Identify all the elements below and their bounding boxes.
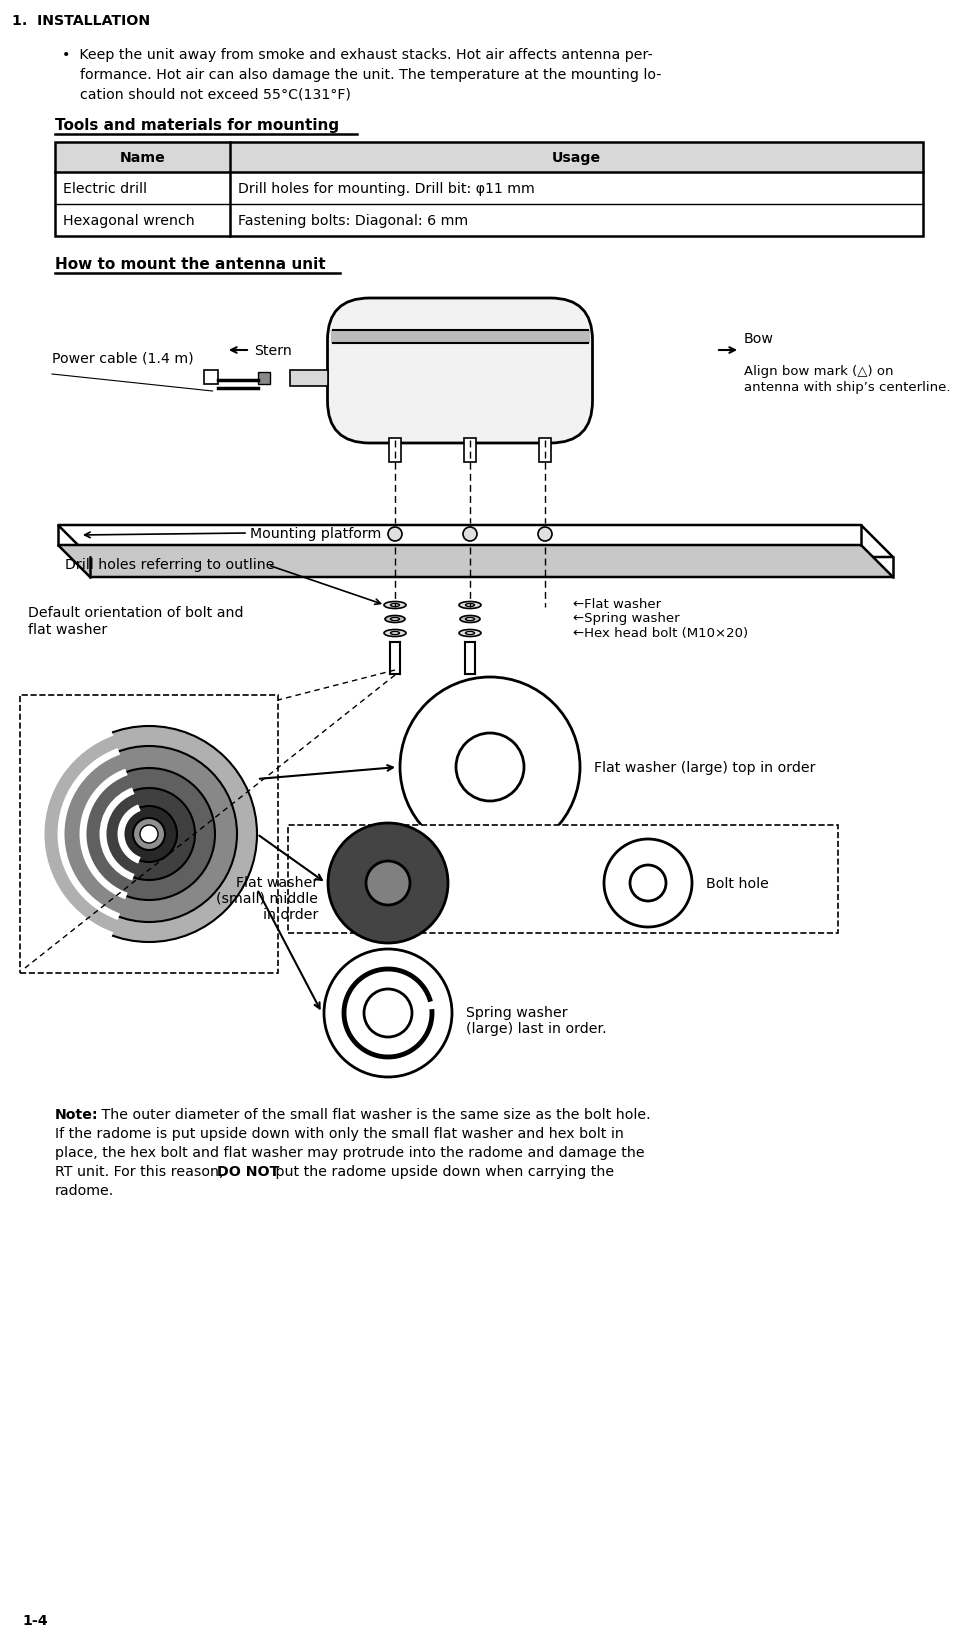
Text: place, the hex bolt and flat washer may protrude into the radome and damage the: place, the hex bolt and flat washer may … <box>55 1146 644 1159</box>
Circle shape <box>103 788 195 880</box>
Polygon shape <box>58 526 893 557</box>
Circle shape <box>133 818 165 851</box>
Ellipse shape <box>391 633 399 634</box>
Text: Tools and materials for mounting: Tools and materials for mounting <box>55 118 339 133</box>
Text: Bow: Bow <box>744 331 774 346</box>
Text: Spring washer: Spring washer <box>466 1005 568 1019</box>
Text: If the radome is put upside down with only the small flat washer and hex bolt in: If the radome is put upside down with on… <box>55 1126 624 1141</box>
Bar <box>55 143 923 172</box>
Text: Note:: Note: <box>55 1108 98 1121</box>
Circle shape <box>366 862 410 905</box>
Text: 1.  INSTALLATION: 1. INSTALLATION <box>12 15 150 28</box>
Text: Fastening bolts: Diagonal: 6 mm: Fastening bolts: Diagonal: 6 mm <box>238 213 469 228</box>
Text: How to mount the antenna unit: How to mount the antenna unit <box>55 257 326 272</box>
Circle shape <box>328 823 448 944</box>
Text: Usage: Usage <box>552 151 601 166</box>
Polygon shape <box>58 546 893 577</box>
Circle shape <box>400 677 580 857</box>
Bar <box>539 439 551 462</box>
Bar <box>203 370 218 385</box>
Text: Drill holes referring to outline: Drill holes referring to outline <box>65 557 274 572</box>
Circle shape <box>456 734 524 801</box>
Circle shape <box>41 726 257 942</box>
Ellipse shape <box>460 616 480 623</box>
Ellipse shape <box>384 602 406 610</box>
Ellipse shape <box>384 629 406 638</box>
Circle shape <box>61 746 237 923</box>
Text: Power cable (1.4 m): Power cable (1.4 m) <box>52 351 193 365</box>
Bar <box>290 370 328 387</box>
Text: in order: in order <box>262 908 318 921</box>
Text: (small) middle: (small) middle <box>216 892 318 905</box>
Circle shape <box>388 528 402 541</box>
Ellipse shape <box>466 633 474 634</box>
Text: put the radome upside down when carrying the: put the radome upside down when carrying… <box>271 1164 614 1178</box>
Ellipse shape <box>466 605 474 606</box>
Text: Name: Name <box>120 151 165 166</box>
Text: flat washer: flat washer <box>28 623 107 636</box>
Text: Hexagonal wrench: Hexagonal wrench <box>63 213 194 228</box>
Text: RT unit. For this reason,: RT unit. For this reason, <box>55 1164 228 1178</box>
Text: ←Flat washer: ←Flat washer <box>573 598 661 611</box>
Circle shape <box>121 806 177 862</box>
Ellipse shape <box>391 618 399 621</box>
Text: Electric drill: Electric drill <box>63 182 147 197</box>
Bar <box>55 143 923 238</box>
Circle shape <box>83 769 215 900</box>
Text: The outer diameter of the small flat washer is the same size as the bolt hole.: The outer diameter of the small flat was… <box>97 1108 650 1121</box>
Text: •  Keep the unit away from smoke and exhaust stacks. Hot air affects antenna per: • Keep the unit away from smoke and exha… <box>62 48 653 62</box>
Circle shape <box>324 949 452 1077</box>
Text: Drill holes for mounting. Drill bit: φ11 mm: Drill holes for mounting. Drill bit: φ11… <box>238 182 535 197</box>
Text: (large) last in order.: (large) last in order. <box>466 1021 607 1036</box>
Text: radome.: radome. <box>55 1183 115 1196</box>
Text: Align bow mark (△) on: Align bow mark (△) on <box>744 365 893 377</box>
Text: Flat washer: Flat washer <box>236 875 318 890</box>
Ellipse shape <box>459 629 481 638</box>
Circle shape <box>630 865 666 901</box>
Circle shape <box>364 990 412 1037</box>
Circle shape <box>538 528 552 541</box>
Ellipse shape <box>466 618 474 621</box>
Text: ←Spring washer: ←Spring washer <box>573 611 679 624</box>
Circle shape <box>604 839 692 928</box>
Text: Flat washer (large) top in order: Flat washer (large) top in order <box>594 760 816 775</box>
Bar <box>20 695 278 974</box>
Bar <box>330 331 589 344</box>
Bar <box>288 826 838 934</box>
Text: cation should not exceed 55°C(131°F): cation should not exceed 55°C(131°F) <box>80 89 351 102</box>
Circle shape <box>140 826 158 844</box>
FancyBboxPatch shape <box>328 298 593 444</box>
Text: 1-4: 1-4 <box>22 1613 48 1628</box>
Text: Default orientation of bolt and: Default orientation of bolt and <box>28 606 244 620</box>
Text: Stern: Stern <box>254 344 292 357</box>
Bar <box>464 439 476 462</box>
Ellipse shape <box>391 605 399 606</box>
Text: ←Hex head bolt (M10×20): ←Hex head bolt (M10×20) <box>573 628 748 641</box>
Bar <box>258 372 269 385</box>
Bar <box>389 439 401 462</box>
Text: Mounting platform: Mounting platform <box>250 526 381 541</box>
Circle shape <box>463 528 477 541</box>
Ellipse shape <box>459 602 481 610</box>
Ellipse shape <box>385 616 405 623</box>
Text: DO NOT: DO NOT <box>217 1164 279 1178</box>
Text: Bolt hole: Bolt hole <box>706 877 769 890</box>
Text: formance. Hot air can also damage the unit. The temperature at the mounting lo-: formance. Hot air can also damage the un… <box>80 67 662 82</box>
Text: antenna with ship’s centerline.: antenna with ship’s centerline. <box>744 380 951 393</box>
